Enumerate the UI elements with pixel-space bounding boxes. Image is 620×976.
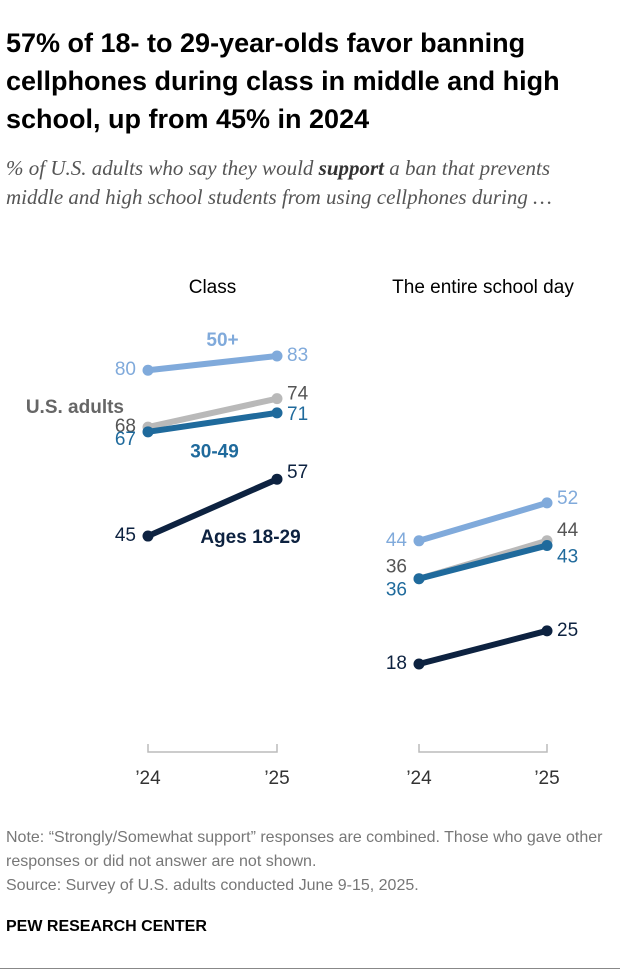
- value-label: 71: [287, 404, 308, 425]
- x-tick-label: ’24: [135, 768, 161, 789]
- point: [413, 658, 425, 670]
- series-line: [416, 627, 550, 667]
- note: Note: “Strongly/Somewhat support” respon…: [6, 829, 603, 870]
- value-label: 36: [386, 557, 407, 578]
- value-label: 36: [386, 580, 407, 601]
- value-label: 83: [287, 345, 308, 366]
- value-label: 44: [386, 530, 408, 551]
- value-label: 74: [287, 384, 309, 405]
- point: [413, 573, 425, 585]
- panel-title: Class: [189, 277, 237, 298]
- point: [142, 426, 154, 438]
- point: [413, 535, 425, 547]
- title: 57% of 18- to 29-year-olds favor banning…: [6, 28, 560, 134]
- point: [541, 540, 553, 552]
- series-name: U.S. adults: [26, 397, 124, 418]
- value-label: 44: [557, 520, 579, 541]
- panel-title: The entire school day: [392, 277, 574, 298]
- value-label: 45: [115, 525, 136, 546]
- value-label: 43: [557, 547, 578, 568]
- bottom-rule: [0, 968, 620, 969]
- series-line: [416, 542, 550, 582]
- point: [541, 497, 553, 509]
- notes: Note: “Strongly/Somewhat support” respon…: [6, 826, 616, 898]
- value-label: 25: [557, 620, 578, 641]
- point: [271, 393, 283, 405]
- point: [271, 407, 283, 419]
- series-name: Ages 18-29: [200, 527, 300, 548]
- value-label: 67: [115, 429, 136, 450]
- source: Source: Survey of U.S. adults conducted …: [6, 877, 419, 894]
- value-label: 68: [115, 416, 136, 437]
- subtitle-text: % of U.S. adults who say they would: [6, 156, 319, 180]
- x-tick-label: ’25: [534, 768, 559, 789]
- subtitle-emphasis: support: [318, 156, 385, 180]
- x-axis-bracket: [147, 744, 278, 753]
- series-line: [145, 395, 280, 431]
- point: [142, 364, 154, 376]
- brand: PEW RESEARCH CENTER: [6, 918, 207, 935]
- value-label: 52: [557, 488, 578, 509]
- x-tick-label: ’25: [264, 768, 289, 789]
- subtitle: % of U.S. adults who say they would supp…: [6, 154, 606, 212]
- chart: Class ’24 ’25 80 83 50+ 68 74 U.S. adults 67 71 30-…: [26, 277, 579, 789]
- series-name: 50+: [206, 330, 238, 351]
- value-label: 18: [386, 653, 407, 674]
- value-label: 80: [115, 359, 136, 380]
- x-tick-label: ’24: [406, 768, 432, 789]
- series-line: [145, 476, 280, 540]
- point: [271, 473, 283, 485]
- series-line: [145, 409, 280, 435]
- series-line: [145, 353, 280, 374]
- value-label: 57: [287, 462, 308, 483]
- series-name: 30-49: [190, 441, 239, 462]
- x-axis-bracket: [418, 744, 548, 753]
- subtitle-text: a ban that prevents middle and high scho…: [6, 156, 552, 209]
- point: [142, 530, 154, 542]
- series-line: [416, 499, 550, 544]
- point: [271, 350, 283, 362]
- point: [541, 625, 553, 637]
